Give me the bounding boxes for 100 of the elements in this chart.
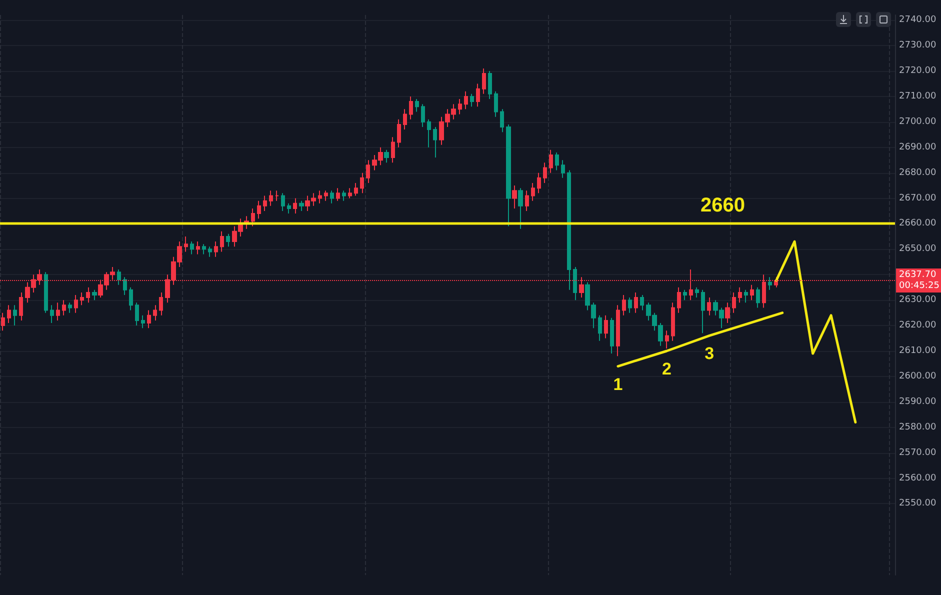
candlestick	[707, 297, 711, 316]
candlestick	[184, 236, 188, 252]
candlestick	[476, 83, 480, 108]
candlestick	[281, 192, 285, 212]
y-tick-label: 2740.00	[899, 15, 936, 26]
candlestick	[470, 93, 474, 108]
candlestick	[354, 182, 358, 196]
candlestick	[725, 302, 730, 324]
annotation: 3	[704, 344, 714, 364]
y-tick-label: 2690.00	[899, 142, 936, 152]
candlestick	[561, 160, 565, 178]
candlestick	[433, 126, 437, 158]
candlestick	[531, 182, 535, 202]
candlestick	[318, 190, 322, 204]
candlestick	[567, 170, 571, 290]
y-tick-label: 2650.00	[899, 244, 936, 254]
candlestick	[226, 233, 230, 248]
candlestick	[336, 188, 340, 202]
candlestick	[409, 96, 413, 120]
candlestick	[384, 149, 389, 164]
candlestick	[610, 317, 614, 354]
candlestick	[397, 118, 401, 148]
y-tick-label: 2630.00	[899, 295, 936, 306]
candlestick	[525, 190, 529, 212]
candlestick	[190, 241, 194, 255]
candlestick	[701, 289, 705, 334]
candlestick	[573, 266, 577, 301]
candlestick	[123, 276, 127, 296]
candlestick	[1, 312, 5, 332]
candlestick	[74, 294, 78, 314]
annotation: 1	[613, 374, 623, 394]
candlestick	[732, 292, 736, 314]
y-tick-label: 2680.00	[899, 168, 936, 178]
candlestick	[500, 108, 504, 133]
candlestick	[512, 185, 517, 209]
candlestick	[275, 190, 279, 202]
y-tick-label: 2600.00	[899, 371, 936, 382]
y-tick-label: 2590.00	[899, 396, 936, 407]
candlestick	[50, 304, 54, 324]
candlestick	[19, 292, 23, 321]
y-tick-label: 2550.00	[899, 498, 936, 509]
candlestick	[598, 314, 602, 342]
y-tick-label: 2730.00	[899, 40, 936, 51]
candlestick	[68, 302, 72, 314]
y-tick-label: 2620.00	[899, 320, 936, 331]
candlestick	[750, 284, 754, 301]
candlestick	[257, 200, 261, 220]
candlestick	[348, 188, 352, 199]
y-tick-label: 2700.00	[899, 116, 936, 127]
ref-line-label: 2660	[700, 194, 745, 217]
y-tick-label: 2580.00	[899, 422, 936, 432]
candlestick	[269, 190, 273, 206]
candlestick	[287, 202, 291, 214]
candlestick	[518, 188, 523, 230]
candlestick	[622, 294, 626, 316]
candlestick	[768, 276, 772, 290]
y-tick-label: 2720.00	[899, 66, 936, 76]
candlestick	[555, 152, 559, 171]
candlestick	[458, 98, 462, 115]
candlestick	[7, 304, 11, 324]
candlestick	[391, 136, 395, 164]
line-series	[775, 240, 857, 424]
candlestick	[756, 286, 760, 308]
candlestick	[403, 108, 407, 130]
y-tick-label: 2570.00	[899, 448, 936, 458]
candlestick	[695, 286, 699, 298]
y-tick-label: 2710.00	[899, 91, 936, 102]
candlestick	[196, 241, 200, 255]
candlestick	[537, 172, 541, 194]
y-tick-label: 2660.00	[899, 218, 936, 229]
candlestick	[324, 190, 328, 202]
candlestick	[640, 294, 644, 311]
candlestick	[677, 286, 681, 314]
candlestick	[549, 149, 553, 174]
y-tick-label: 2610.00	[899, 346, 936, 356]
candlestick	[13, 304, 17, 326]
candlestick	[147, 310, 151, 329]
candlestick	[159, 292, 163, 316]
candlestick	[135, 302, 139, 326]
candlestick	[415, 98, 419, 112]
candlestick	[494, 90, 498, 118]
y-tick-label: 2670.00	[899, 193, 936, 204]
candlestick	[464, 90, 468, 110]
candlestick	[427, 118, 431, 148]
candlestick	[214, 241, 218, 258]
candlestick	[744, 289, 748, 304]
candlestick	[604, 314, 608, 339]
candlestick	[86, 286, 90, 304]
candlestick	[366, 160, 370, 184]
annotation: 2	[662, 360, 672, 378]
candlestick	[202, 244, 206, 255]
candlestick	[421, 104, 425, 128]
candlestick	[62, 300, 66, 316]
candlestick	[628, 297, 632, 314]
candlestick	[634, 292, 638, 314]
candlestick	[360, 172, 364, 194]
candlestick	[342, 190, 346, 202]
candlestick	[141, 314, 145, 329]
candlestick	[208, 246, 212, 258]
candlestick	[683, 289, 687, 301]
